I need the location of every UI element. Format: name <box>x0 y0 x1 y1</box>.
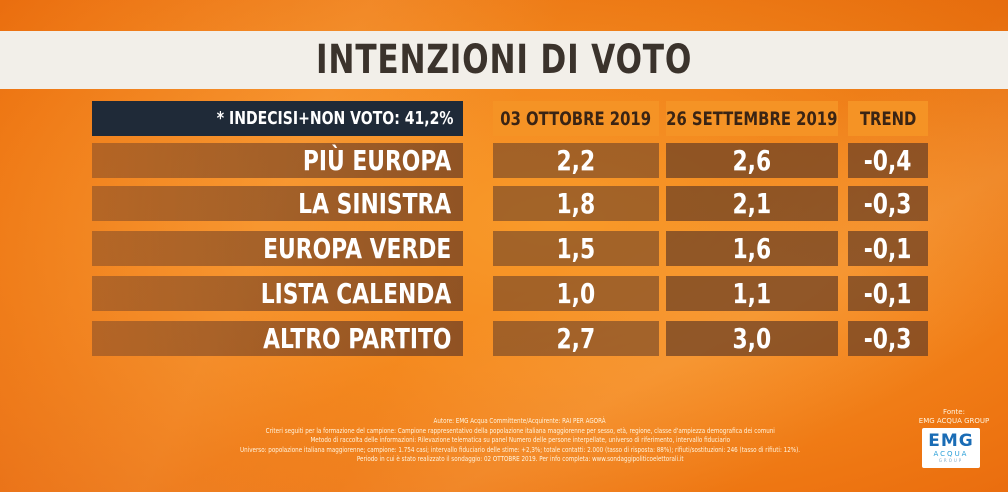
current-value: 2,7 <box>493 321 659 356</box>
column-header-previous: 26 SETTEMBRE 2019 <box>666 101 838 136</box>
trend-value: -0,1 <box>848 276 928 311</box>
methodology-footer: Autore: EMG Acqua Committente/Acquirente… <box>150 417 890 465</box>
current-value: 2,2 <box>493 143 659 178</box>
table-row: ALTRO PARTITO 2,7 3,0 -0,3 <box>0 321 1008 356</box>
trend-value: -0,3 <box>848 186 928 221</box>
table-header: * INDECISI+NON VOTO: 41,2% 03 OTTOBRE 20… <box>0 101 1008 136</box>
emg-logo: EMG ACQUA GROUP <box>922 428 980 468</box>
previous-value: 2,1 <box>666 186 838 221</box>
party-name: LA SINISTRA <box>92 186 463 221</box>
source-label: Fonte: EMG ACQUA GROUP <box>918 408 990 425</box>
title-bar: INTENZIONI DI VOTO <box>0 31 1008 89</box>
footer-line: Periodo in cui è stato realizzato il son… <box>356 455 684 464</box>
footer-line: Metodo di raccolta delle informazioni: R… <box>310 436 730 445</box>
previous-value: 3,0 <box>666 321 838 356</box>
column-header-trend: TREND <box>848 101 928 136</box>
footer-line: Criteri seguiti per la formazione del ca… <box>265 426 775 435</box>
column-header-current: 03 OTTOBRE 2019 <box>493 101 659 136</box>
footer-line: Universo: popolazione italiana maggioren… <box>239 445 801 454</box>
footer-line: Autore: EMG Acqua Committente/Acquirente… <box>433 417 607 425</box>
undecided-note: * INDECISI+NON VOTO: 41,2% <box>92 101 463 136</box>
current-value: 1,8 <box>493 186 659 221</box>
trend-value: -0,4 <box>848 143 928 178</box>
table-row: PIÙ EUROPA 2,2 2,6 -0,4 <box>0 143 1008 178</box>
current-value: 1,0 <box>493 276 659 311</box>
party-name: ALTRO PARTITO <box>92 321 463 356</box>
table-row: LA SINISTRA 1,8 2,1 -0,3 <box>0 186 1008 221</box>
party-name: PIÙ EUROPA <box>92 143 463 178</box>
page-title: INTENZIONI DI VOTO <box>315 37 693 83</box>
trend-value: -0,3 <box>848 321 928 356</box>
previous-value: 1,1 <box>666 276 838 311</box>
trend-value: -0,1 <box>848 231 928 266</box>
current-value: 1,5 <box>493 231 659 266</box>
party-name: LISTA CALENDA <box>92 276 463 311</box>
table-row: EUROPA VERDE 1,5 1,6 -0,1 <box>0 231 1008 266</box>
table-row: LISTA CALENDA 1,0 1,1 -0,1 <box>0 276 1008 311</box>
previous-value: 2,6 <box>666 143 838 178</box>
previous-value: 1,6 <box>666 231 838 266</box>
party-name: EUROPA VERDE <box>92 231 463 266</box>
